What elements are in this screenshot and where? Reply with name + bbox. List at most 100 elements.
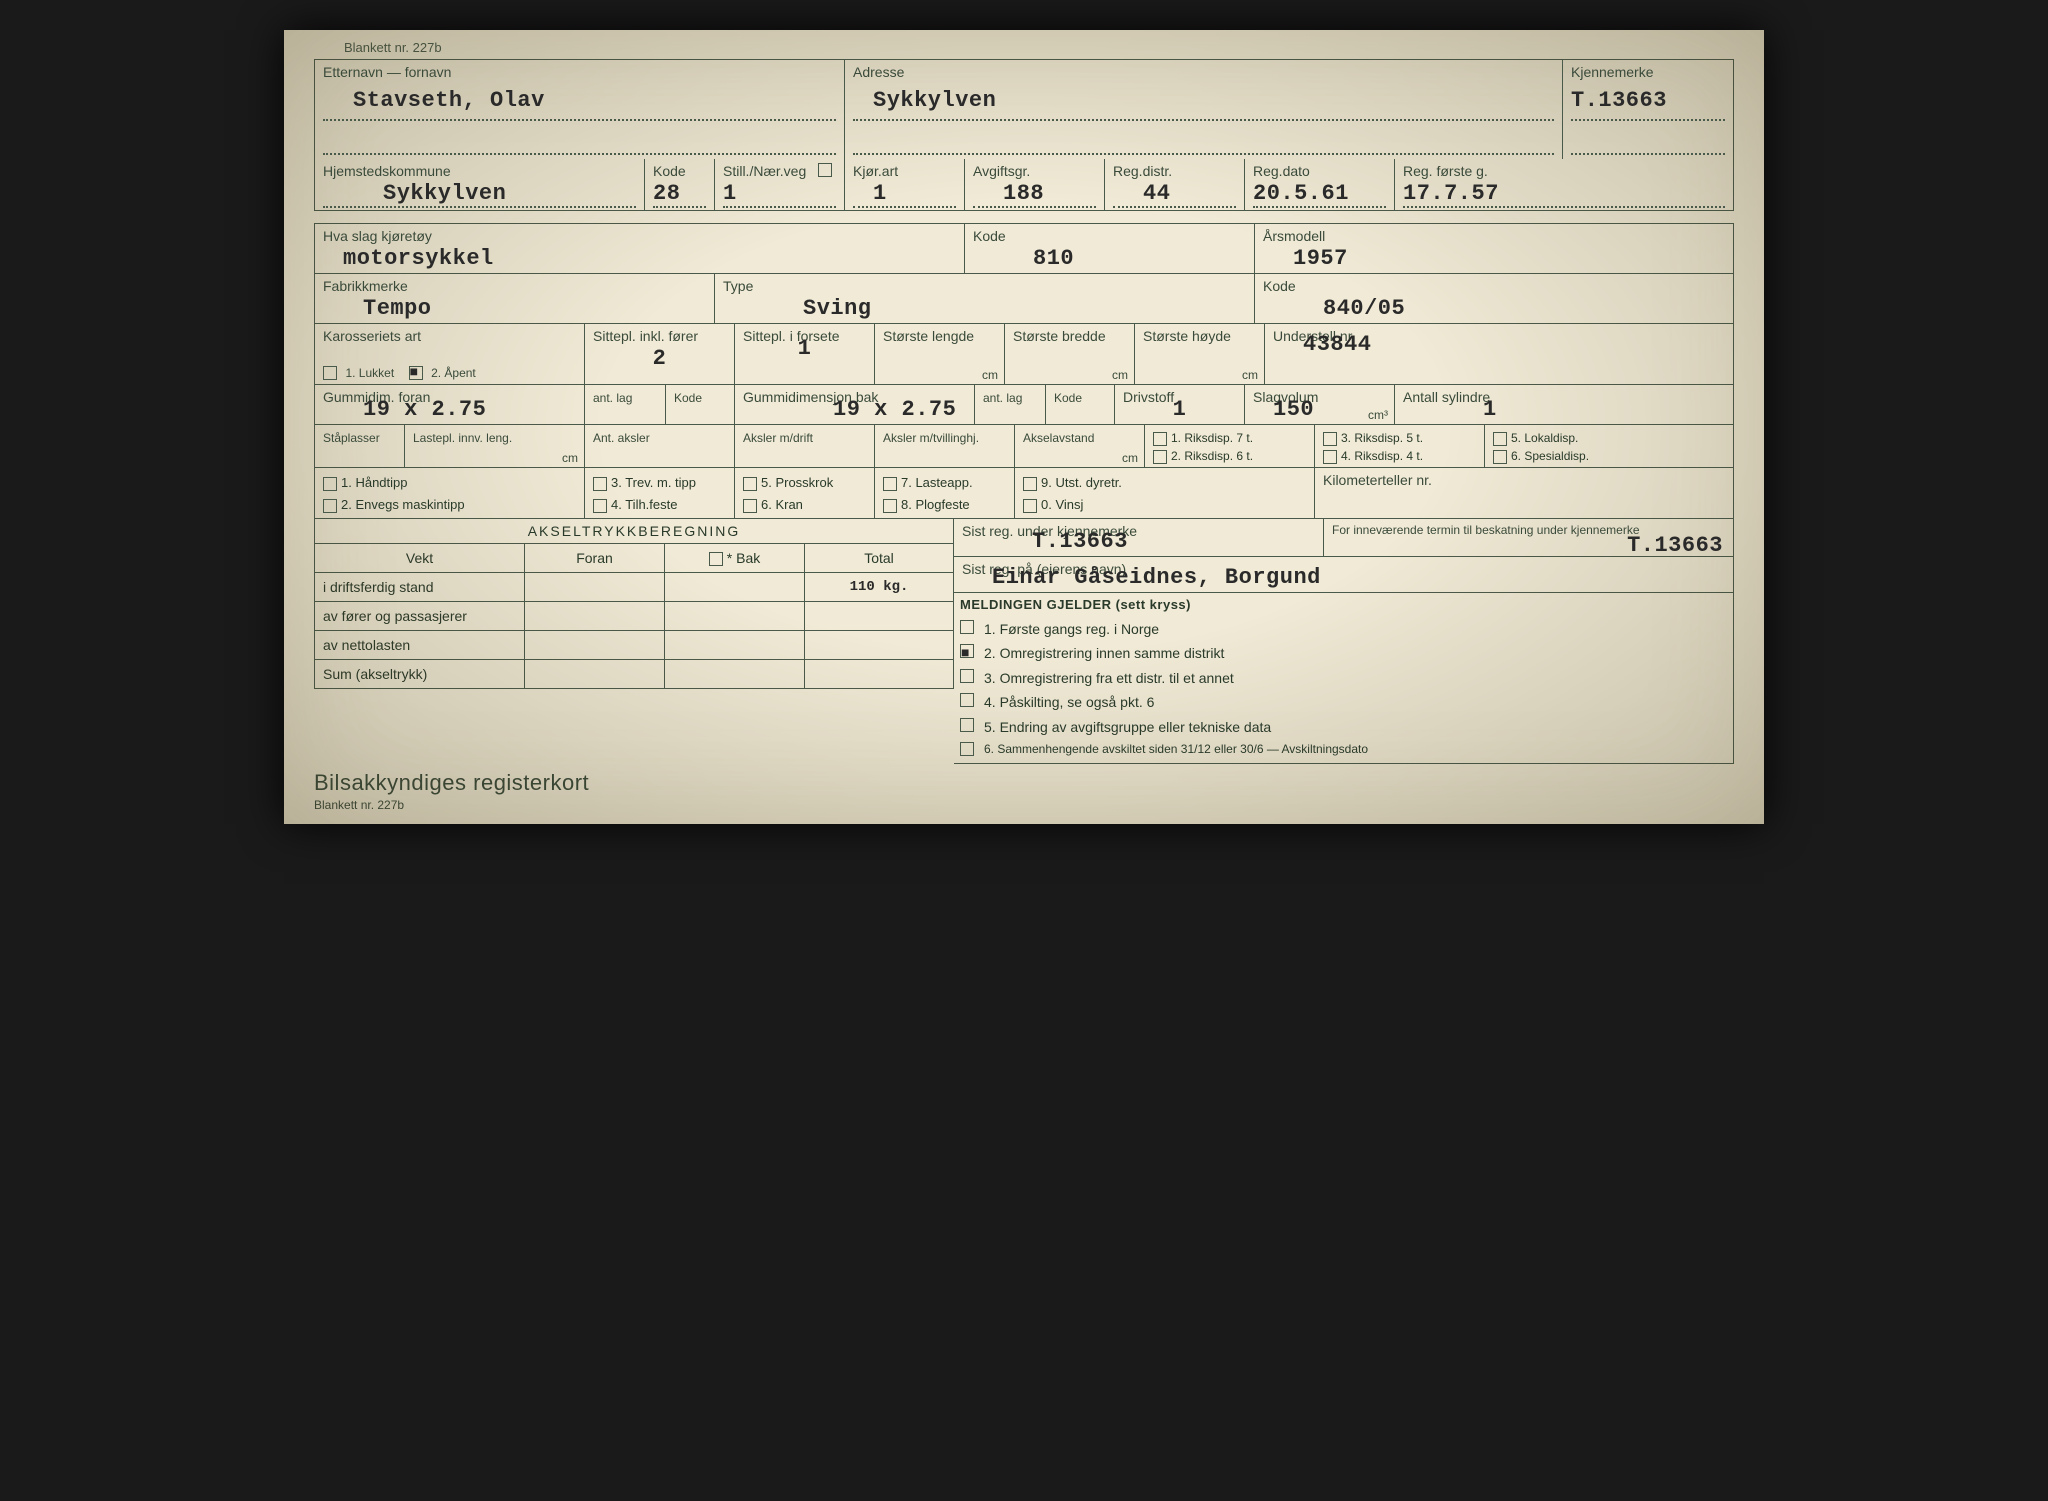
row-location: Hjemstedskommune Sykkylven Kode 28 Still…: [314, 159, 1734, 211]
antlag2-label: ant. lag: [983, 391, 1022, 405]
sist-value: T.13663: [1032, 529, 1315, 554]
cm-unit-1: cm: [982, 368, 998, 382]
body-opt2: 2. Åpent: [431, 366, 476, 380]
cm-unit-5: cm: [1122, 451, 1138, 465]
cm-unit-2: cm: [1112, 368, 1128, 382]
model-value: Sving: [803, 296, 872, 321]
still-value: 1: [723, 181, 836, 206]
col-foran: Foran: [525, 544, 665, 572]
m3-checkbox: [960, 669, 974, 683]
cm3-unit: cm³: [1368, 408, 1388, 422]
r2-checkbox: [1153, 450, 1167, 464]
vtype-label: Hva slag kjøretøy: [323, 228, 956, 244]
r4-label: 4. Riksdisp. 4 t.: [1341, 449, 1423, 463]
e2-checkbox: [323, 499, 337, 513]
e9-checkbox: [1023, 477, 1037, 491]
kode-label: Kode: [653, 163, 706, 179]
avstand-label: Akselavstand: [1023, 431, 1094, 445]
row-axles: Ståplasser Lastepl. innv. leng. cm Ant. …: [314, 425, 1734, 468]
e4-label: 4. Tilh.feste: [611, 497, 677, 512]
vkode-value: 810: [1033, 246, 1074, 271]
sta-label: Ståplasser: [323, 431, 380, 445]
row-forer: av fører og passasjerer: [315, 602, 525, 630]
lukket-checkbox: [323, 366, 337, 380]
m5-label: 5. Endring av avgiftsgruppe eller teknis…: [984, 716, 1271, 738]
kjorart-value: 1: [873, 181, 956, 206]
e7-label: 7. Lasteapp.: [901, 475, 973, 490]
row-tires: Gummidim. foran 19 x 2.75 ant. lag Kode …: [314, 385, 1734, 425]
axlecalc-head: AKSELTRYKKBEREGNING: [315, 519, 954, 543]
eier-value: Einar Gåseidnes, Borgund: [992, 565, 1725, 590]
kode2-label: Kode: [1263, 278, 1725, 294]
regforste-label: Reg. første g.: [1403, 163, 1725, 179]
antlag1-label: ant. lag: [593, 391, 632, 405]
tire-front-value: 19 x 2.75: [363, 397, 576, 422]
apent-checkbox: [409, 366, 423, 380]
col-bak: * Bak: [665, 544, 805, 572]
row-owner-blank: [314, 123, 1734, 159]
name-label: Etternavn — fornavn: [323, 64, 836, 80]
r6-checkbox: [1493, 450, 1507, 464]
bak-star-checkbox: [709, 552, 723, 566]
card-title: Bilsakkyndiges registerkort: [314, 770, 589, 795]
row-owner: Etternavn — fornavn Stavseth, Olav Adres…: [314, 59, 1734, 123]
row-body: Karosseriets art 1. Lukket 2. Åpent Sitt…: [314, 324, 1734, 385]
hoyde-label: Største høyde: [1143, 328, 1256, 344]
axle-calc-section: AKSELTRYKKBEREGNING Vekt Foran * Bak Tot…: [314, 519, 954, 764]
kjorart-label: Kjør.art: [853, 163, 956, 179]
m3-label: 3. Omregistrering fra ett distr. til et …: [984, 667, 1234, 689]
form-number-bottom: Blankett nr. 227b: [314, 798, 404, 812]
reg-info-section: Sist reg. under kjennemerke T.13663 For …: [954, 519, 1734, 764]
termin-value: T.13663: [1627, 533, 1723, 558]
regdistr-label: Reg.distr.: [1113, 163, 1236, 179]
r6-label: 6. Spesialdisp.: [1511, 449, 1589, 463]
m1-label: 1. Første gangs reg. i Norge: [984, 618, 1159, 640]
r3-checkbox: [1323, 432, 1337, 446]
col-vekt: Vekt: [315, 544, 525, 572]
m4-label: 4. Påskilting, se også pkt. 6: [984, 691, 1154, 713]
e2-label: 2. Envegs maskintipp: [341, 497, 465, 512]
e8-label: 8. Plogfeste: [901, 497, 970, 512]
body-opt1: 1. Lukket: [345, 366, 394, 380]
r3-label: 3. Riksdisp. 5 t.: [1341, 431, 1423, 445]
r1-label: 1. Riksdisp. 7 t.: [1171, 431, 1253, 445]
form-number-top: Blankett nr. 227b: [344, 40, 1734, 55]
m6-label: 6. Sammenhengende avskiltet siden 31/12 …: [984, 740, 1368, 759]
tkode1-label: Kode: [674, 391, 702, 405]
still-checkbox: [818, 163, 832, 177]
row-equipment: 1. Håndtipp 2. Envegs maskintipp 3. Trev…: [314, 468, 1734, 519]
bottom-split: AKSELTRYKKBEREGNING Vekt Foran * Bak Tot…: [314, 519, 1734, 764]
e6-checkbox: [743, 499, 757, 513]
m1-checkbox: [960, 620, 974, 634]
kommune-label: Hjemstedskommune: [323, 163, 636, 179]
e7-checkbox: [883, 477, 897, 491]
vyear-value: 1957: [1293, 246, 1348, 271]
r4-checkbox: [1323, 450, 1337, 464]
e5-label: 5. Prosskrok: [761, 475, 833, 490]
under-value: 43844: [1303, 332, 1725, 357]
row-make: Fabrikkmerke Tempo Type Sving Kode 840/0…: [314, 274, 1734, 324]
syl-value: 1: [1483, 397, 1725, 422]
lastepl-label: Lastepl. innv. leng.: [413, 431, 512, 445]
make-label: Fabrikkmerke: [323, 278, 706, 294]
m2-label: 2. Omregistrering innen samme distrikt: [984, 642, 1224, 664]
drift-label: Aksler m/drift: [743, 431, 813, 445]
e5-checkbox: [743, 477, 757, 491]
tkode2-label: Kode: [1054, 391, 1082, 405]
body-art-label: Karosseriets art: [323, 328, 576, 344]
bredde-label: Største bredde: [1013, 328, 1126, 344]
m6-checkbox: [960, 742, 974, 756]
avgift-label: Avgiftsgr.: [973, 163, 1096, 179]
e0-label: 0. Vinsj: [1041, 497, 1083, 512]
owner-mark: T.13663: [1571, 88, 1725, 113]
regforste-value: 17.7.57: [1403, 181, 1725, 206]
drift-total: 110 kg.: [805, 573, 954, 601]
sitte-label: Sittepl. inkl. fører: [593, 328, 726, 344]
m4-checkbox: [960, 693, 974, 707]
e9-label: 9. Utst. dyretr.: [1041, 475, 1122, 490]
tvilling-label: Aksler m/tvillinghj.: [883, 431, 979, 445]
address-label: Adresse: [853, 64, 1554, 80]
m5-checkbox: [960, 718, 974, 732]
regdato-value: 20.5.61: [1253, 181, 1386, 206]
regdato-label: Reg.dato: [1253, 163, 1386, 179]
